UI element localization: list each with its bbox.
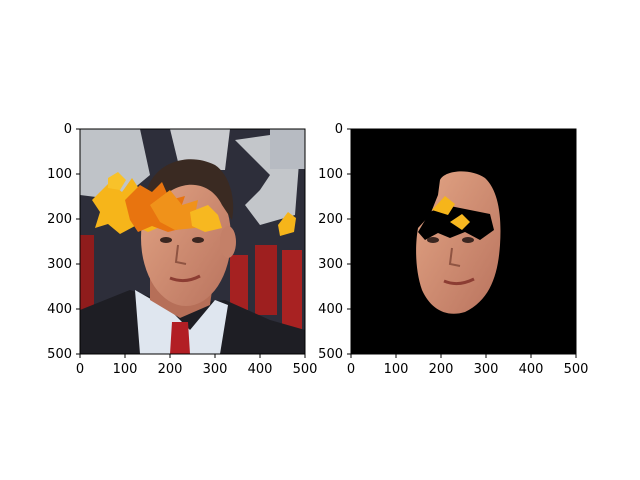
y-tick-label: 300 xyxy=(318,257,343,272)
mask-panel-right xyxy=(351,129,576,354)
x-tick-label: 400 xyxy=(519,362,544,377)
x-tick-label: 500 xyxy=(564,362,589,377)
x-tick-label: 300 xyxy=(474,362,499,377)
photo-panel-left xyxy=(80,129,305,354)
y-tick-label: 400 xyxy=(318,302,343,317)
x-tick-label: 300 xyxy=(203,362,228,377)
x-tick-label: 0 xyxy=(76,362,84,377)
y-tick-label: 100 xyxy=(318,167,343,182)
y-tick-label: 100 xyxy=(47,167,72,182)
ticks-right: 0 100 200 300 400 500 0 100 200 300 400 500 xyxy=(318,122,588,377)
y-tick-label: 400 xyxy=(47,302,72,317)
ticks-left: 0 100 200 300 400 500 0 100 200 300 400 500 xyxy=(47,122,317,377)
y-tick-label: 0 xyxy=(64,122,72,137)
x-tick-label: 0 xyxy=(347,362,355,377)
y-tick-label: 500 xyxy=(318,347,343,362)
x-tick-label: 400 xyxy=(248,362,273,377)
y-tick-label: 200 xyxy=(47,212,72,227)
x-tick-label: 500 xyxy=(293,362,318,377)
y-tick-label: 0 xyxy=(335,122,343,137)
y-tick-label: 200 xyxy=(318,212,343,227)
x-tick-label: 200 xyxy=(158,362,183,377)
axes-frame-left xyxy=(79,128,306,355)
axes-frame-right xyxy=(350,128,577,355)
x-tick-label: 100 xyxy=(113,362,138,377)
leaf-occlusion-group xyxy=(92,172,296,236)
x-tick-label: 100 xyxy=(384,362,409,377)
y-tick-label: 500 xyxy=(47,347,72,362)
y-tick-label: 300 xyxy=(47,257,72,272)
x-tick-label: 200 xyxy=(429,362,454,377)
